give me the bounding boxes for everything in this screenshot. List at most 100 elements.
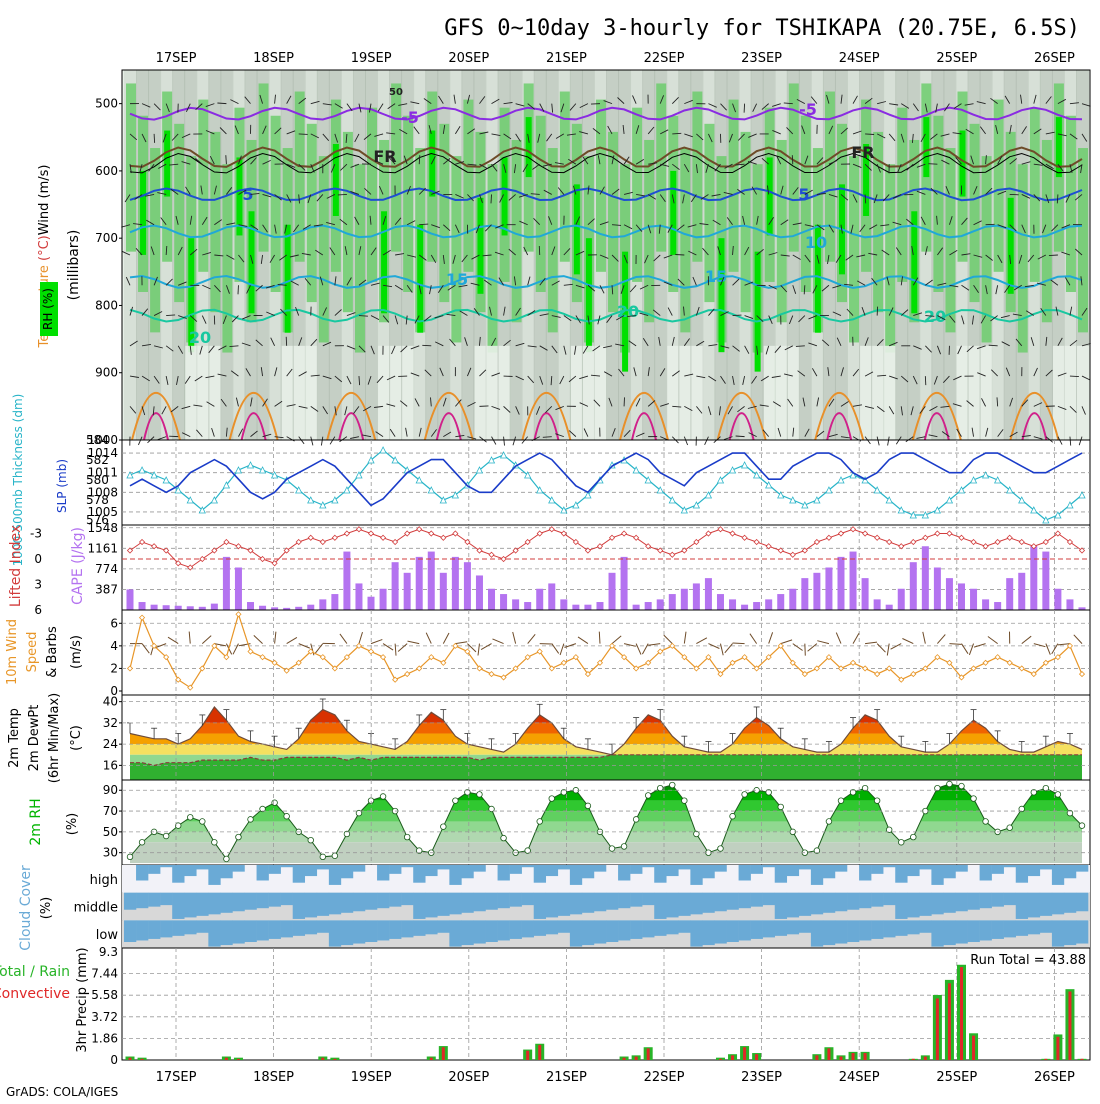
cloud-bar: [859, 865, 871, 880]
li-marker: [947, 531, 952, 536]
cloud-bar: [269, 920, 281, 939]
li-marker: [429, 531, 434, 536]
cloud-bar: [594, 865, 606, 872]
date-label-top: 22SEP: [644, 51, 685, 66]
cloud-bar: [136, 920, 148, 940]
cloud-bar: [968, 893, 980, 910]
cape-bar: [392, 562, 399, 610]
date-label-top: 21SEP: [546, 51, 587, 66]
cloud-bar: [486, 893, 498, 910]
thickness-marker: [489, 457, 495, 463]
cape-bar: [886, 605, 893, 610]
cloud-bar: [606, 920, 618, 942]
wind10-barb: [636, 644, 641, 655]
cape-bar: [1054, 589, 1061, 610]
cloud-bar: [919, 893, 931, 916]
contour-label: 50: [389, 87, 403, 98]
rh-light-band: [691, 346, 703, 440]
li-marker: [838, 531, 843, 536]
cloud-bar: [546, 893, 558, 918]
cloud-bar: [558, 893, 570, 916]
wind10-barb: [684, 632, 686, 644]
cloud-bar: [823, 865, 835, 878]
cloud-bar: [353, 893, 365, 912]
cloud-bar: [980, 920, 992, 940]
wind10-barb: [853, 633, 859, 643]
cloud-bar: [871, 893, 883, 907]
upper-ylabel2: (millibars): [66, 230, 82, 301]
cloud-bar: [184, 920, 196, 934]
cloud-bar: [184, 893, 196, 918]
cloud-bar: [835, 865, 847, 872]
rh-green-band: [536, 116, 546, 292]
rh-bright-band: [923, 117, 929, 177]
rh-green-band: [596, 100, 606, 272]
rh-marker: [477, 792, 483, 798]
cloud-bar: [943, 865, 955, 878]
precip-conv-bar: [647, 1048, 650, 1060]
upper-wind-barb: [491, 194, 492, 203]
cape-bar: [428, 552, 435, 610]
li-marker: [670, 552, 675, 557]
cape-bar: [1018, 573, 1025, 610]
rh-marker: [730, 813, 736, 819]
cloud-bar: [883, 920, 895, 937]
wind10-barb: [969, 644, 973, 655]
upper-axis-tick-label: 700: [95, 231, 118, 245]
cape-bar: [1042, 552, 1049, 610]
wind10-barb: [923, 632, 926, 644]
upper-wind-barb: [865, 194, 866, 203]
date-label-top: 26SEP: [1034, 51, 1075, 66]
cloud-bar: [799, 920, 811, 932]
upper-wind-barb: [226, 155, 227, 164]
wind10-barb: [974, 644, 985, 648]
cloud-bar: [943, 920, 955, 945]
rh-green-band: [512, 140, 522, 322]
cloud-bar: [148, 920, 160, 939]
wind10-marker: [983, 660, 988, 665]
rh-green-band: [885, 164, 895, 352]
cloud-bar: [690, 893, 702, 915]
cloud-bar: [980, 865, 992, 880]
cape-bar: [874, 599, 881, 610]
cloud-bar: [160, 865, 172, 867]
wind10-marker: [236, 612, 241, 617]
thickness-marker: [163, 477, 169, 483]
cloud-bar: [498, 920, 510, 940]
rh-bright-band: [477, 198, 483, 294]
cloud-bar: [992, 920, 1004, 939]
slp-tick-label: 1011: [87, 466, 118, 480]
cape-bar: [982, 599, 989, 610]
cloud-bar: [847, 920, 859, 942]
wind10-barb: [189, 632, 190, 644]
cloud-bar: [919, 865, 931, 869]
rh-light-band: [595, 346, 607, 440]
rh-marker: [248, 817, 254, 823]
rh-marker: [404, 834, 410, 840]
cloud-bar: [124, 893, 136, 910]
precip-conv-bar: [1081, 1059, 1084, 1060]
rh-light-band: [487, 346, 499, 440]
upper-axis-tick-label: 900: [95, 366, 118, 380]
date-label-bottom: 23SEP: [741, 1070, 782, 1085]
rh-marker: [983, 819, 989, 825]
cloud-bar: [1052, 893, 1064, 915]
rh-band: [122, 780, 1090, 790]
cloud-bar: [835, 893, 847, 912]
wind10-barb: [371, 640, 382, 644]
cloud-bar: [498, 893, 510, 909]
rh-light-band: [282, 346, 294, 440]
rh-marker: [609, 846, 615, 852]
rh-green-band: [933, 116, 943, 292]
cloud-bar: [281, 893, 293, 905]
cloud-bar: [269, 893, 281, 907]
cape-tick-label: 1161: [87, 541, 118, 555]
rh-marker: [585, 803, 591, 809]
cloud-bar: [955, 893, 967, 912]
contour-label: FR: [851, 143, 874, 162]
precip-conv-bar: [948, 983, 951, 1060]
wind10-barb: [481, 644, 491, 650]
wind10-marker: [995, 655, 1000, 660]
temp-band: [122, 699, 1090, 723]
